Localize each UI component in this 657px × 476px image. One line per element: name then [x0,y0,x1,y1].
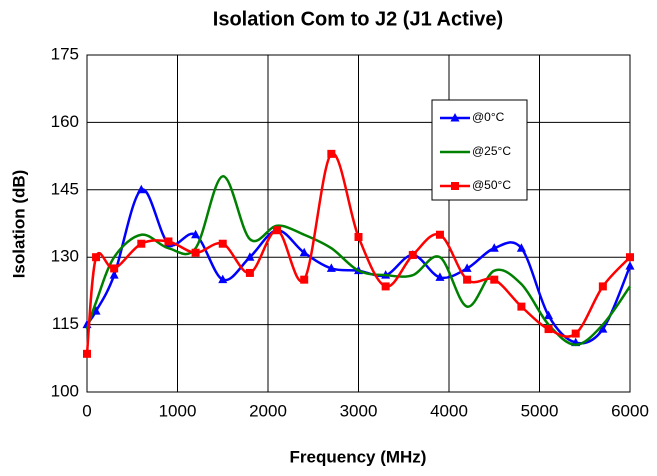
y-tick-label: 130 [51,247,79,266]
marker [408,250,417,259]
legend-label: @50°C [472,178,511,192]
x-tick-label: 1000 [159,401,197,420]
marker [451,182,459,190]
y-tick-label: 100 [51,381,79,400]
marker [626,253,634,262]
y-tick-label: 115 [52,314,79,333]
marker [218,274,228,284]
marker [91,306,101,315]
marker [598,282,607,291]
marker [571,329,580,338]
marker [137,239,146,248]
marker [435,272,445,281]
marker [245,268,254,277]
x-axis-label: Frequency (MHz) [290,447,427,466]
marker [191,229,201,239]
marker [462,263,472,272]
legend-label: @25°C [472,144,511,158]
x-tick-label: 2000 [249,401,287,420]
marker [327,149,336,158]
marker [299,247,309,257]
marker [136,184,146,194]
x-tick-label: 4000 [430,401,468,420]
marker [110,264,119,273]
x-tick-label: 3000 [340,401,378,420]
series-line [85,188,632,345]
marker [109,270,119,279]
marker [450,113,460,122]
marker [517,302,526,311]
marker [354,232,363,241]
x-tick-label: 5000 [521,401,559,420]
marker [489,243,499,252]
marker [218,239,227,248]
y-tick-label: 145 [51,179,79,198]
marker [625,261,635,270]
marker [381,282,390,291]
marker [245,252,255,261]
marker [92,253,101,262]
marker [516,243,526,252]
x-tick-label: 0 [82,401,91,420]
marker [490,275,499,284]
marker [191,248,200,257]
y-tick-label: 160 [51,112,79,131]
marker [544,325,553,334]
x-tick-label: 6000 [611,401,649,420]
marker [300,275,309,284]
legend-label: @0°C [472,110,505,124]
legend [431,99,528,201]
chart-title: Isolation Com to J2 (J1 Active) [213,8,503,30]
marker [164,237,173,246]
marker [326,263,336,272]
marker [544,310,554,320]
y-tick-label: 175 [51,44,79,63]
y-axis-label: Isolation (dB) [9,170,28,279]
marker [435,230,444,239]
marker [598,324,608,333]
marker [463,275,472,284]
marker [83,349,91,358]
marker [273,226,282,235]
